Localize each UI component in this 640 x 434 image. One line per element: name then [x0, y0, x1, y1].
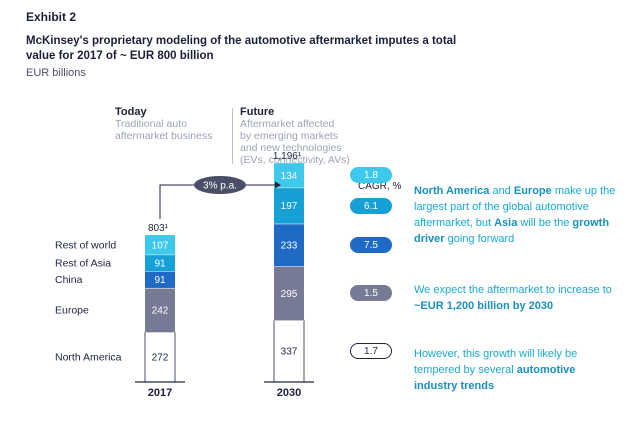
total-label: 1,196¹ — [273, 151, 302, 162]
data-label: 295 — [281, 289, 298, 300]
segment-label: North America — [55, 352, 122, 364]
note-forecast: We expect the aftermarket to increase to… — [414, 282, 619, 314]
data-label: 91 — [154, 275, 166, 286]
segment-label: China — [55, 274, 83, 286]
cagr-pill-north-america: 1.7 — [350, 343, 392, 360]
bar-segment-north-america-2030 — [273, 319, 305, 383]
arrow-head — [275, 181, 281, 189]
note3-text: However, this growth will likely be temp… — [414, 348, 578, 376]
growth-badge-label: 3% p.a. — [203, 181, 237, 192]
unit-label: EUR billions — [26, 67, 86, 79]
note3-trends: automotive industry trends — [414, 364, 576, 392]
data-label: 91 — [154, 258, 166, 269]
data-label: 134 — [281, 171, 298, 182]
data-label: 107 — [152, 240, 169, 251]
future-desc-line1: Aftermarket affected — [240, 118, 335, 130]
bar-segment-china-2017 — [145, 271, 175, 288]
exhibit-label: Exhibit 2 — [26, 10, 77, 24]
data-label: 272 — [152, 353, 169, 364]
bar-segment-rest-of-asia-2017 — [145, 254, 175, 272]
bar-segment-rest-of-asia-2030 — [274, 187, 304, 224]
data-label: 197 — [281, 201, 298, 212]
cagr-heading: CAGR, % — [358, 181, 402, 192]
x-tick-label: 2017 — [148, 387, 172, 399]
today-heading: Today — [115, 106, 147, 118]
bar-segment-china-2030 — [274, 223, 304, 267]
bar-segment-rest-of-world-2030 — [274, 163, 304, 188]
note2-text: We expect the aftermarket to increase to — [414, 284, 612, 296]
today-desc-line2: aftermarket business — [115, 130, 213, 142]
segment-label: Rest of world — [55, 239, 116, 251]
future-desc-line4: (EVs, connectivity, AVs) — [240, 154, 350, 166]
future-desc-line2: by emerging markets — [240, 130, 339, 142]
note-growth-driver: North America and Europe make up the lar… — [414, 183, 619, 247]
future-desc-line3: and new technologies — [240, 142, 342, 154]
data-label: 337 — [281, 347, 298, 358]
note1-north-america: North America — [414, 185, 490, 197]
growth-badge — [194, 176, 246, 194]
note1-growth-driver: growth driver — [414, 217, 610, 245]
today-desc-line1: Traditional auto — [115, 118, 187, 130]
cagr-pill-rest-of-world: 1.8 — [350, 167, 392, 184]
cagr-pill-europe: 1.5 — [350, 285, 392, 302]
cagr-pill-rest-of-asia: 6.1 — [350, 197, 392, 214]
column-divider — [232, 108, 233, 164]
bar-segment-europe-2030 — [274, 266, 304, 321]
x-tick-label: 2030 — [277, 387, 301, 399]
cagr-pill-china: 7.5 — [350, 237, 392, 254]
segment-label: Rest of Asia — [55, 257, 111, 269]
note1-text-d: going forward — [444, 233, 515, 245]
total-label: 803¹ — [148, 223, 169, 234]
data-label: 242 — [152, 306, 169, 317]
note1-text-b: make up the largest part of the global a… — [414, 185, 616, 229]
note-trends: However, this growth will likely be temp… — [414, 346, 619, 394]
bar-segment-rest-of-world-2017 — [145, 235, 175, 255]
note1-text-c: will be the — [517, 217, 573, 229]
note1-asia: Asia — [494, 217, 518, 229]
bar-segment-europe-2017 — [145, 287, 175, 333]
note2-value: ~EUR 1,200 billion by 2030 — [414, 300, 554, 312]
note1-text-a: and — [489, 185, 514, 197]
note1-europe: Europe — [513, 185, 552, 197]
future-heading: Future — [240, 106, 275, 118]
data-label: 233 — [281, 241, 298, 252]
chart-title: McKinsey's proprietary modeling of the a… — [26, 35, 457, 62]
segment-label: Europe — [55, 305, 89, 317]
